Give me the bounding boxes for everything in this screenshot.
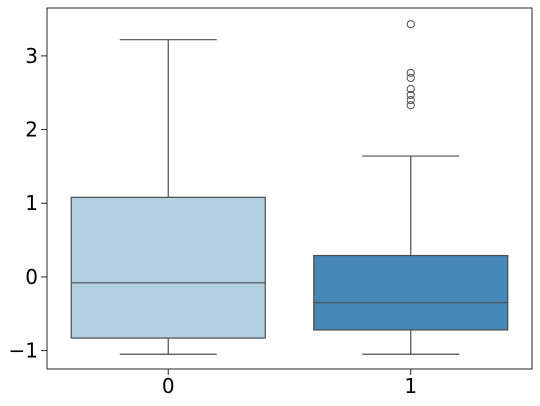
- outlier-point: [406, 90, 415, 100]
- outlier-point: [406, 95, 415, 105]
- y-tick-label: −1: [9, 339, 38, 363]
- box-0: [70, 196, 266, 339]
- outlier-point: [406, 84, 415, 94]
- y-tick-label: 0: [25, 265, 38, 289]
- axes-frame: [46, 7, 533, 370]
- x-tick-label: 1: [404, 374, 417, 398]
- box-1: [313, 254, 509, 331]
- box-group-0: [70, 39, 266, 355]
- outlier-point: [406, 68, 415, 77]
- y-axis: −1 0 1 2 3: [9, 44, 47, 363]
- x-tick-label: 0: [162, 374, 175, 398]
- y-tick-label: 2: [25, 118, 38, 142]
- y-tick-label: 1: [25, 191, 38, 215]
- outlier-point: [406, 73, 415, 83]
- outlier-point: [406, 101, 415, 110]
- plot-area: [70, 20, 509, 355]
- y-tick-label: 3: [25, 44, 38, 68]
- box-group-1: [313, 20, 509, 355]
- outlier-point: [406, 20, 415, 29]
